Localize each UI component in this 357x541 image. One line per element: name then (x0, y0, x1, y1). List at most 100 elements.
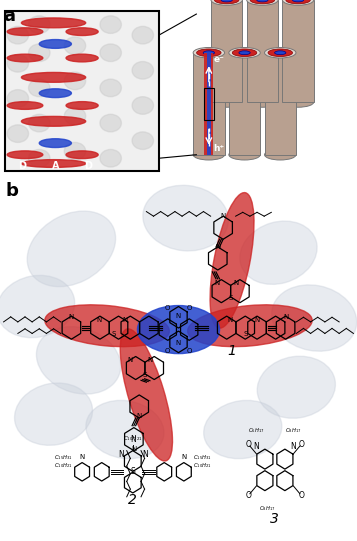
Ellipse shape (211, 0, 242, 5)
Ellipse shape (64, 107, 86, 125)
Ellipse shape (100, 114, 121, 132)
Text: b: b (5, 182, 18, 200)
Ellipse shape (86, 400, 164, 459)
Text: O: O (245, 440, 251, 448)
Ellipse shape (286, 0, 310, 4)
Ellipse shape (66, 54, 98, 62)
Text: $C_{10}H_{21}$: $C_{10}H_{21}$ (193, 461, 212, 471)
Text: N: N (228, 317, 233, 323)
Text: N: N (233, 280, 238, 286)
Text: O: O (299, 440, 305, 448)
Ellipse shape (39, 138, 71, 148)
Text: N: N (175, 313, 180, 319)
Text: $C_6H_{17}$: $C_6H_{17}$ (248, 426, 265, 436)
Text: N: N (147, 358, 152, 364)
Ellipse shape (100, 44, 121, 62)
Ellipse shape (132, 97, 154, 114)
Text: h⁺: h⁺ (213, 143, 224, 153)
Text: S: S (143, 372, 147, 378)
Text: S: S (111, 331, 116, 337)
Ellipse shape (21, 160, 86, 167)
Ellipse shape (66, 151, 98, 159)
Text: D: D (85, 161, 92, 171)
Bar (207, 53, 211, 155)
Ellipse shape (132, 132, 154, 149)
Text: N: N (80, 454, 85, 460)
Text: N: N (175, 340, 180, 346)
Text: O: O (186, 348, 192, 354)
Ellipse shape (132, 62, 154, 79)
Text: N: N (142, 450, 148, 459)
Ellipse shape (275, 51, 286, 55)
Ellipse shape (7, 28, 43, 36)
Text: N: N (131, 446, 136, 452)
Ellipse shape (229, 149, 260, 160)
Text: N: N (215, 244, 220, 250)
Bar (193, 53, 225, 155)
Ellipse shape (247, 97, 278, 107)
Text: N: N (128, 358, 133, 364)
Ellipse shape (64, 142, 86, 160)
Text: O: O (299, 491, 305, 500)
Text: N: N (130, 435, 136, 444)
Ellipse shape (193, 48, 225, 58)
Ellipse shape (282, 0, 314, 5)
Bar (5, 11, 159, 170)
Text: N: N (215, 280, 220, 286)
Ellipse shape (100, 16, 121, 34)
Text: N: N (291, 443, 296, 451)
Text: O: O (165, 306, 171, 312)
Text: $C_{10}H_{21}$: $C_{10}H_{21}$ (123, 434, 142, 443)
Ellipse shape (36, 327, 121, 394)
Ellipse shape (100, 79, 121, 97)
Ellipse shape (7, 55, 29, 72)
Ellipse shape (292, 0, 304, 2)
Text: N: N (221, 213, 226, 219)
Text: O: O (245, 491, 251, 500)
Text: $C_{15}H_{31}$: $C_{15}H_{31}$ (54, 453, 73, 461)
Text: N: N (118, 450, 124, 459)
Ellipse shape (137, 306, 220, 354)
Ellipse shape (272, 285, 357, 351)
Bar (211, 0, 242, 102)
Bar (247, 0, 278, 102)
Ellipse shape (282, 97, 314, 107)
Text: 2: 2 (129, 493, 137, 507)
Ellipse shape (257, 0, 268, 2)
Ellipse shape (64, 37, 86, 55)
Ellipse shape (66, 102, 98, 109)
Ellipse shape (120, 329, 172, 461)
Text: S: S (228, 295, 233, 301)
Text: N: N (253, 443, 259, 451)
Ellipse shape (203, 51, 215, 55)
Ellipse shape (7, 151, 43, 159)
Ellipse shape (29, 16, 50, 34)
Ellipse shape (232, 49, 257, 57)
Text: 1: 1 (228, 344, 236, 358)
Text: $C_8H_{17}$: $C_8H_{17}$ (285, 426, 302, 436)
Ellipse shape (29, 114, 50, 132)
Ellipse shape (257, 356, 335, 418)
Ellipse shape (64, 72, 86, 90)
Ellipse shape (265, 149, 296, 160)
Text: N: N (122, 317, 127, 323)
Text: $C_{10}H_{21}$: $C_{10}H_{21}$ (54, 461, 73, 471)
Text: N: N (181, 454, 186, 460)
Ellipse shape (15, 383, 92, 445)
Text: e⁻: e⁻ (213, 55, 224, 63)
Ellipse shape (7, 27, 29, 44)
Ellipse shape (21, 72, 86, 82)
Ellipse shape (197, 49, 221, 57)
Text: O: O (165, 348, 171, 354)
Bar (282, 0, 314, 102)
Ellipse shape (250, 0, 275, 4)
Text: a: a (4, 7, 16, 25)
Ellipse shape (221, 0, 232, 2)
Text: N: N (137, 413, 142, 419)
Ellipse shape (211, 97, 242, 107)
Ellipse shape (7, 125, 29, 142)
Ellipse shape (21, 18, 86, 28)
Text: N: N (97, 317, 102, 323)
Text: S: S (130, 467, 135, 476)
Ellipse shape (215, 0, 239, 4)
